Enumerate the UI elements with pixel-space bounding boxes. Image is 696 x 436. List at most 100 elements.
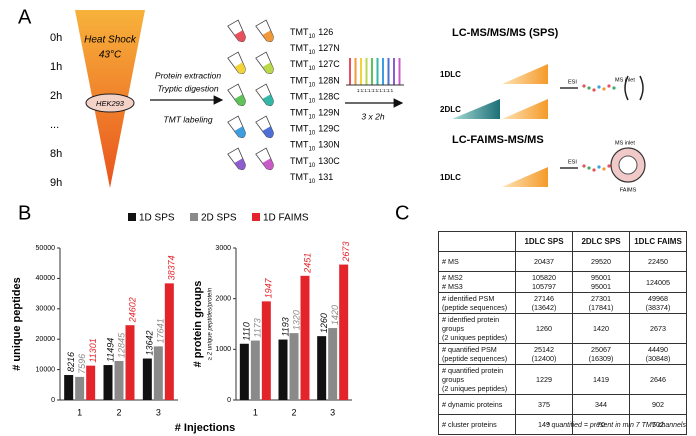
tube bbox=[227, 115, 246, 139]
row-label-line: # MS3 bbox=[442, 282, 463, 291]
bar bbox=[142, 358, 152, 400]
bar bbox=[164, 283, 174, 400]
cell-line: 344 bbox=[595, 400, 607, 409]
value-label: 38374 bbox=[167, 255, 177, 280]
cell-line: 2673 bbox=[650, 324, 666, 333]
table-cell: 25142 (12400) bbox=[515, 343, 573, 365]
value-label: 11494 bbox=[105, 338, 115, 362]
source: ESI bbox=[568, 159, 577, 165]
tube-sample bbox=[262, 30, 274, 42]
column-header: 1DLC SPS bbox=[515, 231, 573, 252]
cell-line: 95001 bbox=[591, 273, 611, 282]
table-cell: 20437 bbox=[515, 251, 573, 272]
table-row: # cluster proteins 149 70 502 bbox=[438, 414, 687, 435]
row-label-line: (2 uniques peptides) bbox=[442, 333, 508, 342]
row-label-line: # dynamic proteins bbox=[442, 400, 503, 409]
tube bbox=[227, 147, 246, 171]
tmt-channel: 130N bbox=[318, 140, 340, 150]
bar bbox=[153, 346, 163, 400]
table-cell: 2673 bbox=[629, 313, 687, 344]
y-tick-label: 3000 bbox=[215, 245, 231, 252]
tmt-subscript: 10 bbox=[309, 162, 316, 168]
ion bbox=[592, 168, 596, 172]
tmt-prefix: TMT bbox=[290, 156, 309, 166]
cell-line: 25142 bbox=[534, 345, 554, 354]
method-title: LC-FAIMS-MS/MS bbox=[452, 134, 544, 146]
fractionation: 3 x 2h bbox=[361, 111, 384, 121]
tmt-prefix: TMT bbox=[290, 108, 309, 118]
y-tick-label: 1000 bbox=[215, 346, 231, 353]
tmt-prefix: TMT bbox=[290, 27, 309, 37]
tube-sample bbox=[262, 126, 274, 138]
tmt-label: TMT10 129C bbox=[290, 124, 340, 136]
separation: 1DLC bbox=[440, 70, 461, 79]
tube-sample bbox=[262, 158, 274, 170]
table-cell: 124005 bbox=[629, 271, 687, 293]
table-row: # dynamic proteins 375 344 902 bbox=[438, 394, 687, 415]
cell-line: 902 bbox=[652, 400, 664, 409]
tmt-label: TMT10 126 bbox=[290, 27, 333, 39]
tmt-prefix: TMT bbox=[290, 43, 309, 53]
tmt-channel: 127N bbox=[318, 43, 340, 53]
cell-line: 105820 bbox=[532, 273, 556, 282]
tmt-label: TMT10 131 bbox=[290, 172, 333, 184]
ion bbox=[592, 88, 596, 92]
tmt-label: TMT10 130C bbox=[290, 156, 340, 168]
table-row: # MS2 # MS3 105820 105797 95001 95001 124005 bbox=[438, 271, 687, 293]
row-label-line: # MS bbox=[442, 257, 459, 266]
cell-line: 502 bbox=[652, 420, 664, 429]
bar bbox=[261, 301, 271, 400]
row-label: # dynamic proteins bbox=[438, 394, 516, 415]
bar bbox=[86, 365, 96, 400]
ion bbox=[587, 166, 591, 170]
cell-line: 149 bbox=[538, 420, 550, 429]
table-cell: 27301 (17841) bbox=[572, 292, 630, 314]
table-row: # MS 20437 29520 22450 bbox=[438, 251, 687, 272]
source: ESI bbox=[568, 79, 577, 85]
ion bbox=[597, 85, 601, 89]
table-cell: 44490 (30848) bbox=[629, 343, 687, 365]
ion bbox=[582, 164, 586, 168]
cell-line: (12400) bbox=[531, 354, 557, 363]
table-cell: 1420 bbox=[572, 313, 630, 344]
timepoint: 2h bbox=[50, 90, 62, 102]
panel-label: A bbox=[18, 6, 32, 28]
tmt-channel: 127C bbox=[318, 60, 340, 70]
cell-line: 105797 bbox=[532, 282, 556, 291]
timepoint: ... bbox=[50, 119, 59, 131]
timepoint: 8h bbox=[50, 148, 62, 160]
legend-label: 1D SPS bbox=[139, 213, 175, 224]
row-label-line: # identified PSM bbox=[442, 294, 495, 303]
cell-line: 25067 bbox=[591, 345, 611, 354]
tmt-channel: 126 bbox=[318, 27, 333, 37]
value-label: 1110 bbox=[242, 322, 252, 341]
results-table: 1DLC SPS 2DLC SPS 1DLC FAIMS # MS 20437 29520… bbox=[438, 231, 687, 435]
step: Protein extraction bbox=[155, 70, 221, 80]
cell-line: 2646 bbox=[650, 375, 666, 384]
tmt-prefix: TMT bbox=[290, 124, 309, 134]
x-tick-label: 3 bbox=[330, 407, 335, 417]
cell-line: (17841) bbox=[588, 303, 614, 312]
ion bbox=[607, 164, 611, 168]
ion bbox=[612, 86, 616, 90]
tube bbox=[255, 147, 274, 171]
tube-sample bbox=[234, 94, 246, 106]
tmt-prefix: TMT bbox=[290, 140, 309, 150]
bar bbox=[339, 264, 349, 400]
tube-sample bbox=[234, 30, 246, 42]
row-label-line: # identfied protein groups bbox=[442, 315, 500, 333]
tmt-subscript: 10 bbox=[309, 34, 316, 40]
y-tick-label: 30000 bbox=[36, 306, 56, 313]
cell-line: 1260 bbox=[536, 324, 552, 333]
bar bbox=[239, 343, 249, 400]
cell-line: 95001 bbox=[591, 282, 611, 291]
step: Tryptic digestion bbox=[157, 83, 219, 93]
y-tick-label: 10000 bbox=[36, 366, 56, 373]
value-label: 1193 bbox=[280, 317, 290, 336]
tube-sample bbox=[234, 126, 246, 138]
cell-line: HEK293 bbox=[96, 99, 125, 108]
table-row: # quantified PSM (peptide sequences) 25142… bbox=[438, 343, 687, 365]
value-label: 12845 bbox=[116, 332, 126, 358]
row-label: # quantified PSM (peptide sequences) bbox=[438, 343, 516, 365]
timepoint: 1h bbox=[50, 61, 62, 73]
